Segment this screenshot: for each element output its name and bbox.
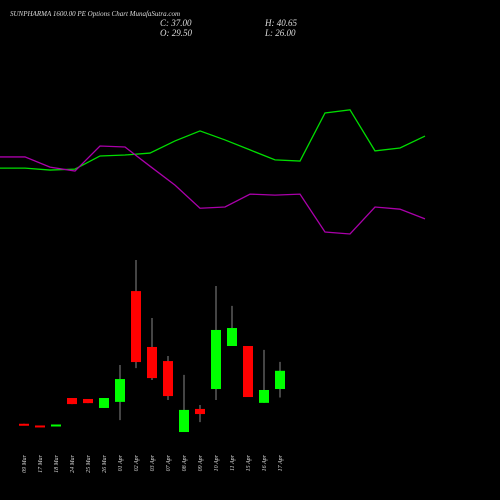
x-tick-label: 02 Apr xyxy=(134,454,140,471)
candle-body xyxy=(99,398,109,408)
low-label: L: 26.00 xyxy=(264,28,296,38)
x-tick-label: 01 Apr xyxy=(118,454,124,471)
x-tick-label: 17 Mar xyxy=(38,454,44,472)
candle-body xyxy=(51,424,61,427)
indicator-line xyxy=(0,145,426,235)
candle-body xyxy=(275,370,285,390)
chart-title: SUNPHARMA 1600.00 PE Options Chart Munaf… xyxy=(10,10,180,18)
x-tick-label: 07 Apr xyxy=(166,454,172,471)
candle-body xyxy=(227,328,237,347)
candle-body xyxy=(115,379,125,402)
indicator-line xyxy=(0,109,426,171)
x-tick-label: 26 Mar xyxy=(102,454,108,472)
candle-body xyxy=(35,425,45,428)
x-tick-label: 10 Apr xyxy=(214,454,220,471)
x-tick-label: 24 Mar xyxy=(69,454,76,472)
candle-body xyxy=(163,361,173,397)
candle-body xyxy=(131,291,141,363)
candle-body xyxy=(195,408,205,415)
x-tick-label: 09 Apr xyxy=(198,454,204,471)
candle-body xyxy=(179,409,189,433)
x-tick-label: 03 Apr xyxy=(150,454,156,471)
x-tick-label: 18 Mar xyxy=(54,454,60,472)
close-label: C: 37.00 xyxy=(160,18,192,28)
candle-body xyxy=(211,329,221,390)
x-tick-label: 11 Apr xyxy=(230,454,236,471)
candle-body xyxy=(147,346,157,379)
candle-body xyxy=(83,398,93,404)
x-tick-label: 09 Mar xyxy=(22,454,28,472)
x-tick-label: 16 Apr xyxy=(262,454,268,471)
candle-body xyxy=(243,346,253,398)
open-label: O: 29.50 xyxy=(160,28,192,38)
x-tick-label: 08 Apr xyxy=(182,454,188,471)
candle-body xyxy=(259,389,269,403)
candle-body xyxy=(67,398,77,405)
x-tick-label: 25 Mar xyxy=(86,454,92,472)
x-tick-label: 17 Apr xyxy=(278,454,284,471)
candle-body xyxy=(19,423,29,426)
high-label: H: 40.65 xyxy=(264,18,297,28)
x-tick-label: 15 Apr xyxy=(246,454,252,471)
